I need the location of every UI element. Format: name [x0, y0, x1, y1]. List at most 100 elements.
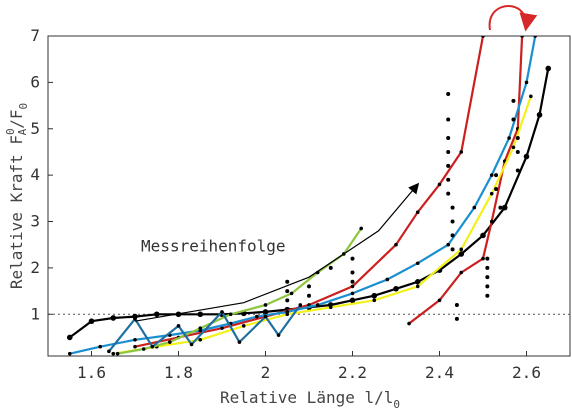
- series-line-red: [408, 36, 524, 325]
- series-point: [198, 326, 203, 330]
- scatter-point: [350, 270, 355, 275]
- series-point: [254, 314, 259, 319]
- x-tick-label: 1.6: [77, 363, 106, 382]
- series-point: [545, 65, 552, 72]
- scatter-point: [450, 219, 455, 224]
- series-point: [489, 219, 494, 224]
- scatter-point: [328, 265, 333, 270]
- scatter-point: [285, 298, 290, 303]
- series-point: [394, 242, 398, 247]
- series-point: [481, 36, 485, 38]
- series-point: [133, 317, 137, 321]
- axis-ticks: 1.6 1.8 2 2.2 2.4 2.6 1 2 3 4 5 6 7: [30, 26, 541, 382]
- x-tick-label: 1.8: [164, 363, 193, 382]
- scatter-point: [511, 117, 516, 122]
- series-point: [437, 298, 442, 303]
- series-point: [372, 298, 377, 303]
- series-point: [176, 324, 181, 328]
- x-tick-label: 2.6: [512, 363, 541, 382]
- series-point: [524, 80, 529, 85]
- series-line-yellow: [113, 95, 532, 355]
- scatter-point: [446, 163, 451, 168]
- series-point: [315, 303, 320, 307]
- series-point: [511, 145, 516, 150]
- series-point: [393, 285, 399, 292]
- series-point: [414, 278, 421, 285]
- scatter-point: [485, 293, 490, 298]
- scatter-point: [450, 247, 455, 252]
- order-arrow-red: [488, 5, 538, 32]
- series-point: [523, 153, 530, 160]
- series-point: [489, 191, 494, 196]
- plot-frame: [47, 35, 571, 357]
- series-point: [501, 204, 508, 211]
- series-point: [133, 337, 137, 342]
- series-line-black: [69, 68, 550, 339]
- series-point: [459, 150, 464, 154]
- y-tick-label: 6: [30, 72, 40, 91]
- scatter-point: [511, 98, 516, 103]
- series-point: [458, 251, 465, 257]
- scatter-point: [454, 316, 459, 321]
- series-point: [359, 226, 364, 231]
- series-point: [289, 291, 294, 296]
- series-point: [66, 334, 73, 341]
- scatter-point: [350, 279, 355, 284]
- series-point: [220, 326, 224, 330]
- series-point: [529, 94, 533, 99]
- scatter-point: [494, 173, 499, 178]
- series-point: [98, 344, 102, 349]
- y-tick-label: 2: [30, 258, 40, 277]
- series-point: [220, 310, 224, 314]
- series-point: [241, 324, 246, 328]
- series-point: [150, 344, 155, 349]
- series-point: [88, 318, 95, 325]
- scatter-point: [494, 187, 499, 192]
- scatter-point: [485, 265, 490, 270]
- series-point: [298, 303, 303, 307]
- scatter-point: [446, 91, 451, 96]
- series-point: [520, 36, 524, 38]
- series-point: [328, 305, 333, 310]
- series-point: [228, 312, 233, 317]
- scatter-point: [307, 284, 311, 289]
- series-point: [115, 351, 120, 356]
- scatter-point: [446, 177, 451, 182]
- series-point: [536, 112, 543, 118]
- x-tick-label: 2.4: [425, 363, 454, 382]
- series-point: [141, 347, 146, 351]
- series-point: [263, 314, 268, 319]
- series-point: [197, 311, 204, 318]
- series-point: [110, 315, 117, 321]
- series-point: [446, 242, 451, 247]
- scatter-point: [307, 293, 311, 298]
- y-tick-label: 1: [30, 304, 40, 323]
- series-point: [407, 321, 411, 326]
- series-point: [237, 340, 242, 344]
- y-axis-title: Relative Kraft F0A/F0: [4, 103, 30, 289]
- y-tick-label: 5: [30, 119, 40, 138]
- series-point: [472, 205, 477, 210]
- scatter-point: [285, 289, 290, 294]
- series-point: [111, 351, 116, 356]
- series-point: [198, 337, 203, 342]
- series-point: [276, 333, 281, 337]
- series-point: [133, 344, 137, 349]
- series-point: [349, 297, 356, 304]
- series-point: [415, 261, 420, 266]
- x-tick-label: 2.2: [338, 363, 367, 382]
- series-point: [350, 291, 355, 296]
- scatter-point: [350, 256, 355, 261]
- series-point: [285, 312, 290, 317]
- x-tick-label: 2: [261, 363, 271, 382]
- scatter-point: [485, 284, 490, 289]
- series-line-blue: [69, 36, 537, 355]
- series-point: [507, 136, 511, 140]
- scatter-point: [450, 233, 455, 238]
- series-point: [480, 232, 486, 239]
- scatter-point: [446, 149, 451, 154]
- series-point: [168, 340, 172, 344]
- scatter-point: [515, 168, 520, 173]
- series-point: [489, 173, 494, 177]
